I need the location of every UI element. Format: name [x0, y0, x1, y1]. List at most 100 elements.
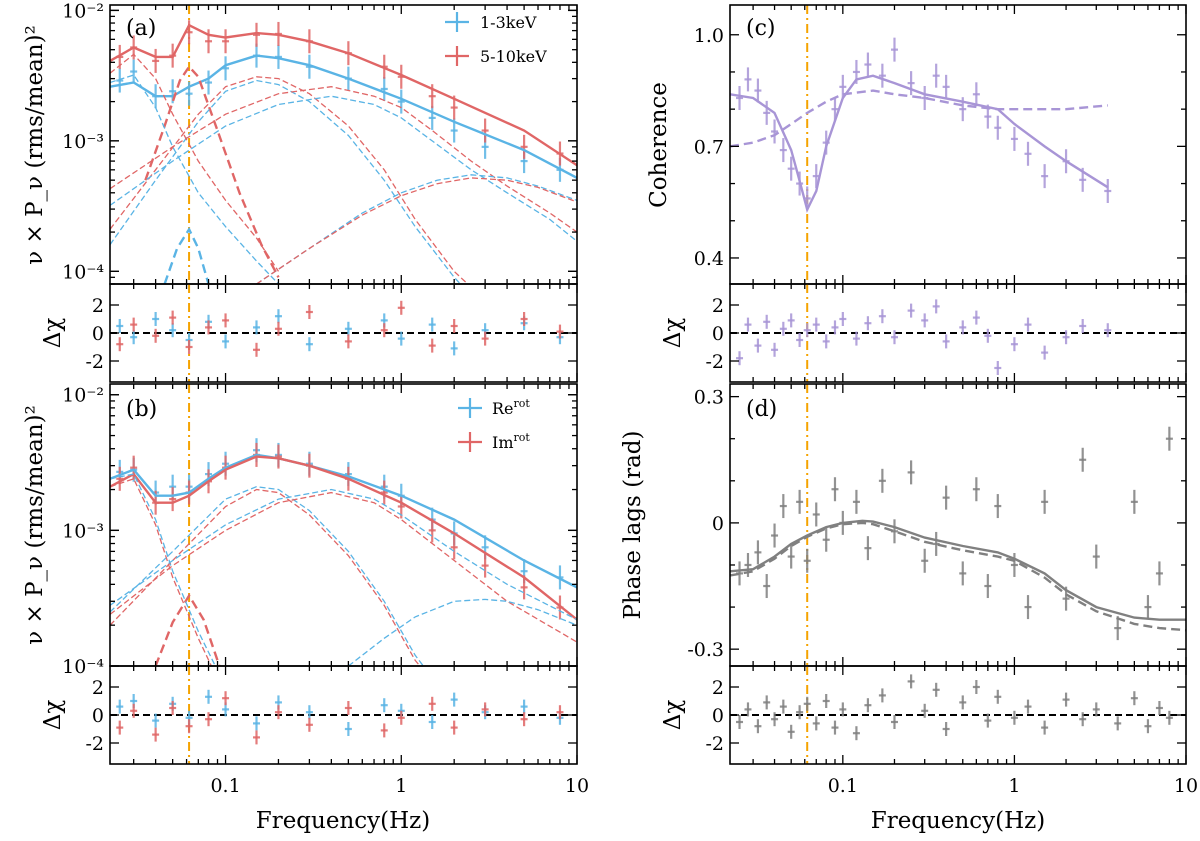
- data-point: [878, 688, 886, 703]
- x-tick-label: 1: [395, 775, 407, 797]
- component-line: [110, 79, 462, 284]
- panel-c-axes: 0.4 0.7 1.0: [694, 4, 1187, 285]
- data-point: [185, 340, 193, 354]
- data-point: [994, 115, 1002, 140]
- data-point: [754, 540, 762, 565]
- y-tick-label: 10⁻²: [62, 385, 104, 407]
- model-line: [730, 519, 1186, 621]
- data-point: [380, 723, 388, 738]
- data-point: [1062, 330, 1070, 345]
- data-point: [984, 574, 992, 599]
- data-point: [428, 105, 436, 130]
- data-point: [852, 331, 860, 346]
- data-point: [116, 466, 124, 491]
- panel-b-legend: Rerot Imrot: [458, 397, 530, 452]
- data-point: [397, 710, 405, 725]
- data-point: [796, 333, 804, 347]
- component-line: [110, 95, 577, 242]
- data-point: [763, 695, 771, 710]
- data-point: [252, 716, 260, 731]
- legend-5-10kev: 5-10keV: [480, 47, 547, 66]
- data-point: [397, 331, 405, 346]
- panel-c: 0.4 0.7 1.0 (c) Coherence: [646, 4, 1187, 285]
- data-point: [787, 724, 795, 739]
- data-point: [942, 334, 950, 349]
- data-point: [169, 323, 177, 338]
- data-point: [450, 319, 458, 333]
- data-point: [481, 331, 489, 346]
- panel-d-xlabel: Frequency(Hz): [871, 808, 1046, 834]
- data-point: [932, 63, 940, 88]
- data-point: [116, 720, 124, 735]
- data-point: [344, 334, 352, 349]
- data-point: [839, 74, 847, 99]
- y-tick-label: -2: [85, 733, 104, 755]
- panel-d-residuals-axes: 0.1 1 10 -2 0 2: [705, 665, 1198, 797]
- data-point: [878, 63, 886, 88]
- data-point: [428, 317, 436, 332]
- axes-frame: [729, 4, 1187, 285]
- qpo_component-line: [154, 593, 221, 666]
- legend-re-rot: Rerot: [492, 397, 530, 418]
- panel-c-residuals: -2 0 2 Δχ: [660, 283, 1187, 383]
- data-point: [994, 689, 1002, 704]
- panel-a: 10⁻⁴ 10⁻³ 10⁻² (a) 1-3keV 5-10keV ν × P_ν …: [22, 0, 578, 285]
- data-point: [890, 37, 898, 62]
- data-point: [878, 309, 886, 324]
- panel-b-label: (b): [126, 397, 157, 422]
- data-point: [812, 502, 820, 527]
- data-point: [481, 118, 489, 143]
- data-point: [839, 312, 847, 326]
- data-point: [736, 351, 744, 366]
- model-line: [730, 521, 1186, 632]
- panel-b-ylabel: ν × P_ν (rms/mean)²: [22, 405, 48, 645]
- data-point: [222, 691, 230, 706]
- data-point: [942, 74, 950, 99]
- component-line: [110, 478, 213, 666]
- panel-b: 10⁻⁴10⁻³10⁻² (b) Rerot Imrot ν × P_ν (rm…: [22, 383, 578, 678]
- data-point: [907, 674, 915, 689]
- panel-d-residuals-plot: [730, 666, 1186, 764]
- panel-c-resid-ylabel: Δχ: [660, 318, 686, 349]
- data-point: [130, 317, 138, 332]
- y-tick-label: 0: [712, 323, 724, 345]
- data-point: [305, 705, 313, 720]
- data-point: [1079, 447, 1087, 472]
- data-point: [852, 489, 860, 514]
- data-point: [305, 717, 313, 732]
- data-point: [796, 705, 804, 720]
- data-point: [520, 134, 528, 159]
- data-point: [812, 716, 820, 731]
- data-point: [116, 699, 124, 714]
- y-tick-label: 10⁻⁴: [62, 261, 104, 283]
- panel-c-ylabel: Coherence: [646, 82, 672, 208]
- data-point: [428, 338, 436, 353]
- panel-c-residuals-plot: [730, 284, 1186, 382]
- panel-d-plot: [730, 384, 1186, 666]
- component-line: [110, 76, 469, 284]
- data-point: [787, 156, 795, 181]
- x-tick-label: 0.1: [210, 775, 240, 797]
- panel-a-legend: 1-3keV 5-10keV: [445, 12, 547, 66]
- data-point: [1155, 561, 1163, 586]
- legend-marker-red: [458, 432, 482, 452]
- data-point: [130, 59, 138, 84]
- panel-b-plot: [110, 384, 577, 666]
- panel-d-resid-ylabel: Δχ: [660, 700, 686, 731]
- data-point: [1092, 702, 1100, 717]
- legend-im-rot: Imrot: [492, 431, 530, 452]
- data-point: [116, 319, 124, 333]
- data-point: [942, 485, 950, 510]
- y-tick-label: 10⁻²: [62, 0, 104, 22]
- data-point: [556, 324, 564, 339]
- data-point: [252, 730, 260, 745]
- data-point: [1041, 489, 1049, 514]
- x-tick-label: 10: [1174, 775, 1198, 797]
- data-point: [428, 696, 436, 711]
- data-point: [831, 477, 839, 502]
- panel-c-residuals-axes: -2 0 2: [705, 283, 1187, 383]
- data-point: [1144, 719, 1152, 734]
- panel-c-plot: [730, 5, 1112, 284]
- data-point: [796, 489, 804, 514]
- qpo_component-line: [144, 64, 280, 278]
